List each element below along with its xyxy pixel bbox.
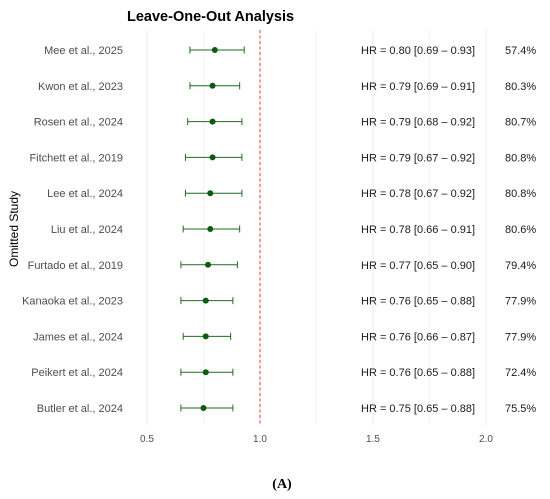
heterogeneity-value: 57.4% [505, 45, 536, 57]
forest-row: James et al., 2024 HR = 0.76 [0.66 – 0.87… [33, 331, 536, 343]
hr-point [205, 261, 212, 268]
hr-point [207, 226, 214, 232]
hr-point [202, 297, 209, 304]
study-label: Fitchett et al., 2019 [29, 152, 123, 164]
hr-point [209, 154, 216, 161]
hr-text: HR = 0.79 [0.68 – 0.92] [361, 117, 475, 129]
hr-text: HR = 0.76 [0.65 – 0.88] [361, 367, 475, 379]
hr-point [200, 405, 207, 411]
heterogeneity-value: 80.3% [505, 81, 536, 93]
study-label: Kwon et al., 2023 [38, 81, 123, 93]
study-label: Peikert et al., 2024 [31, 367, 123, 379]
study-label: Liu et al., 2024 [51, 224, 123, 236]
chart-title: Leave-One-Out Analysis [127, 9, 294, 25]
x-tick-label: 1.5 [366, 434, 380, 445]
grid-lines [146, 30, 487, 425]
hr-text: HR = 0.80 [0.69 – 0.93] [361, 45, 475, 57]
heterogeneity-value: 80.8% [505, 188, 536, 200]
panel-label: (A) [272, 477, 292, 492]
hr-text: HR = 0.76 [0.65 – 0.88] [361, 296, 475, 308]
heterogeneity-value: 80.8% [505, 152, 536, 164]
forest-row: Rosen et al., 2024 HR = 0.79 [0.68 – 0.92… [34, 117, 537, 129]
heterogeneity-value: 77.9% [505, 296, 536, 308]
forest-row: Liu et al., 2024 HR = 0.78 [0.66 – 0.91] 8… [51, 224, 537, 236]
heterogeneity-value: 80.6% [505, 224, 536, 236]
forest-row: Mee et al., 2025 HR = 0.80 [0.69 – 0.93] 5… [44, 45, 536, 57]
heterogeneity-value: 79.4% [505, 260, 536, 272]
study-label: Butler et al., 2024 [37, 403, 123, 415]
forest-row: Fitchett et al., 2019 HR = 0.79 [0.67 – 0… [29, 152, 536, 164]
x-axis-ticks: 0.5 1.0 1.5 2.0 [140, 434, 493, 445]
hr-text: HR = 0.78 [0.66 – 0.91] [361, 224, 475, 236]
hr-point [202, 369, 209, 376]
study-label: Furtado et al., 2019 [28, 260, 123, 272]
heterogeneity-value: 75.5% [505, 403, 536, 415]
forest-row: Furtado et al., 2019 HR = 0.77 [0.65 – 0.… [28, 260, 537, 272]
forest-row: Peikert et al., 2024 HR = 0.76 [0.65 – 0.… [31, 367, 536, 379]
forest-row: Lee et al., 2024 HR = 0.78 [0.67 – 0.92] 8… [47, 188, 536, 200]
hr-point [202, 333, 209, 340]
hr-text: HR = 0.78 [0.67 – 0.92] [361, 188, 475, 200]
heterogeneity-value: 80.7% [505, 117, 536, 129]
study-label: Lee et al., 2024 [47, 188, 123, 200]
forest-row: Kanaoka et al., 2023 HR = 0.76 [0.65 – 0.… [22, 296, 536, 308]
forest-row: Kwon et al., 2023 HR = 0.79 [0.69 – 0.91]… [38, 81, 536, 93]
hr-point [209, 82, 216, 89]
study-label: Rosen et al., 2024 [34, 117, 123, 129]
x-tick-label: 2.0 [479, 434, 493, 445]
hr-text: HR = 0.79 [0.69 – 0.91] [361, 81, 475, 93]
hr-text: HR = 0.79 [0.67 – 0.92] [361, 152, 475, 164]
study-label: Mee et al., 2025 [44, 45, 123, 57]
study-label: Kanaoka et al., 2023 [22, 296, 123, 308]
hr-point [209, 118, 216, 125]
heterogeneity-value: 72.4% [505, 367, 536, 379]
forest-rows: Mee et al., 2025 HR = 0.80 [0.69 – 0.93] 5… [22, 45, 536, 415]
y-axis-label: Omitted Study [7, 191, 21, 267]
hr-text: HR = 0.76 [0.66 – 0.87] [361, 331, 475, 343]
hr-point [211, 47, 218, 53]
heterogeneity-value: 77.9% [505, 331, 536, 343]
hr-text: HR = 0.75 [0.65 – 0.88] [361, 403, 475, 415]
hr-point [207, 190, 214, 197]
forest-row: Butler et al., 2024 HR = 0.75 [0.65 – 0.8… [37, 403, 537, 415]
hr-text: HR = 0.77 [0.65 – 0.90] [361, 260, 475, 272]
x-tick-label: 0.5 [140, 434, 154, 445]
x-tick-label: 1.0 [253, 434, 267, 445]
study-label: James et al., 2024 [33, 331, 123, 343]
